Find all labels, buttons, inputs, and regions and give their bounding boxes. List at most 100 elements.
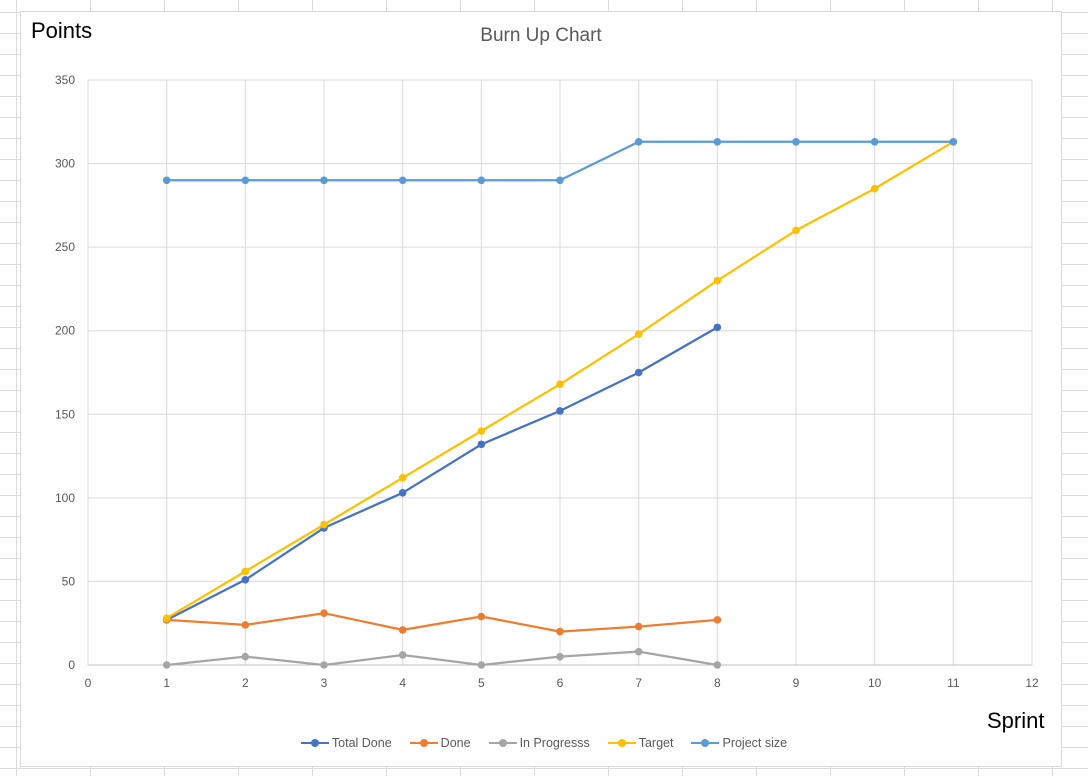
data-point[interactable] bbox=[320, 176, 328, 185]
data-point[interactable] bbox=[398, 626, 407, 634]
x-tick-label: 10 bbox=[868, 676, 882, 690]
data-point[interactable] bbox=[634, 138, 643, 146]
data-point[interactable] bbox=[870, 138, 879, 146]
series-line bbox=[166, 326, 718, 621]
legend-item[interactable]: Project size bbox=[691, 736, 787, 750]
legend-item[interactable]: In Progresss bbox=[488, 736, 590, 750]
data-point[interactable] bbox=[634, 622, 643, 631]
legend-swatch bbox=[300, 737, 329, 749]
data-point[interactable] bbox=[634, 647, 643, 656]
chart-title-text: Burn Up Chart bbox=[480, 25, 602, 46]
data-point[interactable] bbox=[477, 661, 486, 669]
x-tick-label: 6 bbox=[557, 676, 564, 690]
data-point[interactable] bbox=[162, 176, 171, 185]
legend-label: Project size bbox=[722, 736, 788, 750]
legend-swatch bbox=[488, 737, 517, 749]
legend-marker bbox=[701, 739, 710, 747]
data-point[interactable] bbox=[634, 330, 643, 338]
data-point[interactable] bbox=[713, 616, 722, 624]
data-point[interactable] bbox=[477, 427, 486, 435]
legend-label: Total Done bbox=[331, 736, 392, 750]
legend: Total Done Done In Progresss Target Project … bbox=[0, 736, 1088, 750]
x-tick-label: 8 bbox=[714, 676, 721, 690]
data-point[interactable] bbox=[162, 661, 171, 669]
data-point[interactable] bbox=[241, 567, 250, 576]
series-4 bbox=[162, 138, 958, 185]
series-line bbox=[166, 650, 718, 667]
data-point[interactable] bbox=[713, 661, 722, 669]
data-point[interactable] bbox=[477, 612, 486, 621]
y-tick-label: 200 bbox=[55, 324, 75, 338]
x-tick-label: 4 bbox=[399, 676, 406, 690]
x-tick-label: 3 bbox=[321, 676, 328, 690]
data-point[interactable] bbox=[398, 489, 407, 497]
x-tick-label: 9 bbox=[793, 676, 800, 690]
data-point[interactable] bbox=[556, 652, 564, 661]
legend-label: Target bbox=[638, 736, 674, 750]
legend-swatch bbox=[607, 737, 636, 749]
y-axis-title: Points bbox=[31, 18, 93, 43]
x-tick-label: 12 bbox=[1025, 676, 1039, 690]
data-point[interactable] bbox=[477, 176, 486, 185]
series-2 bbox=[162, 647, 722, 669]
legend-marker bbox=[498, 739, 507, 747]
x-tick-label: 2 bbox=[242, 676, 249, 690]
data-point[interactable] bbox=[949, 138, 958, 146]
legend-label: In Progresss bbox=[519, 736, 590, 750]
data-point[interactable] bbox=[713, 138, 722, 146]
data-point[interactable] bbox=[792, 138, 800, 146]
legend-marker bbox=[419, 739, 428, 747]
legend-item[interactable]: Total Done bbox=[300, 736, 392, 750]
x-tick-label: 1 bbox=[163, 676, 170, 690]
gridlines bbox=[87, 79, 1033, 665]
data-point[interactable] bbox=[713, 323, 722, 332]
x-tick-label: 7 bbox=[635, 676, 642, 690]
data-point[interactable] bbox=[556, 627, 564, 636]
y-tick-label: 300 bbox=[55, 157, 75, 171]
data-point[interactable] bbox=[241, 652, 250, 661]
data-point[interactable] bbox=[320, 520, 328, 529]
data-point[interactable] bbox=[241, 621, 250, 629]
series-line bbox=[166, 612, 718, 633]
legend-marker bbox=[310, 739, 319, 747]
legend-item[interactable]: Done bbox=[409, 736, 471, 750]
legend-item[interactable]: Target bbox=[607, 736, 674, 750]
legend-label: Done bbox=[440, 736, 471, 750]
data-point[interactable] bbox=[398, 474, 407, 482]
series-1 bbox=[162, 609, 722, 636]
data-point[interactable] bbox=[634, 368, 643, 377]
data-point[interactable] bbox=[556, 176, 564, 185]
y-tick-label: 350 bbox=[55, 73, 75, 87]
y-tick-label: 100 bbox=[55, 491, 75, 505]
y-tick-label: 150 bbox=[55, 407, 75, 421]
chart-area[interactable] bbox=[20, 11, 1062, 767]
data-point[interactable] bbox=[241, 176, 250, 185]
legend-swatch bbox=[691, 737, 720, 749]
x-tick-label: 0 bbox=[85, 676, 92, 690]
data-point[interactable] bbox=[477, 440, 486, 449]
chart-title: Burn Up Chart bbox=[0, 25, 1088, 47]
data-point[interactable] bbox=[556, 380, 564, 389]
data-point[interactable] bbox=[398, 651, 407, 659]
data-point[interactable] bbox=[398, 176, 407, 185]
data-point[interactable] bbox=[792, 226, 800, 235]
legend-swatch bbox=[409, 737, 438, 749]
data-point[interactable] bbox=[320, 661, 328, 669]
data-point[interactable] bbox=[713, 276, 722, 285]
x-tick-label: 5 bbox=[478, 676, 485, 690]
x-tick-label: 11 bbox=[947, 676, 960, 690]
x-axis-title: Sprint bbox=[987, 708, 1045, 733]
series-0 bbox=[162, 323, 722, 624]
series-lines bbox=[162, 138, 958, 669]
data-point[interactable] bbox=[556, 407, 564, 415]
y-tick-label: 0 bbox=[68, 658, 75, 672]
data-point[interactable] bbox=[870, 184, 879, 193]
legend-marker bbox=[617, 739, 626, 747]
data-point[interactable] bbox=[162, 614, 171, 622]
y-tick-label: 250 bbox=[55, 240, 75, 254]
data-point[interactable] bbox=[241, 575, 250, 584]
y-tick-label: 50 bbox=[62, 574, 76, 588]
data-point[interactable] bbox=[320, 609, 328, 617]
